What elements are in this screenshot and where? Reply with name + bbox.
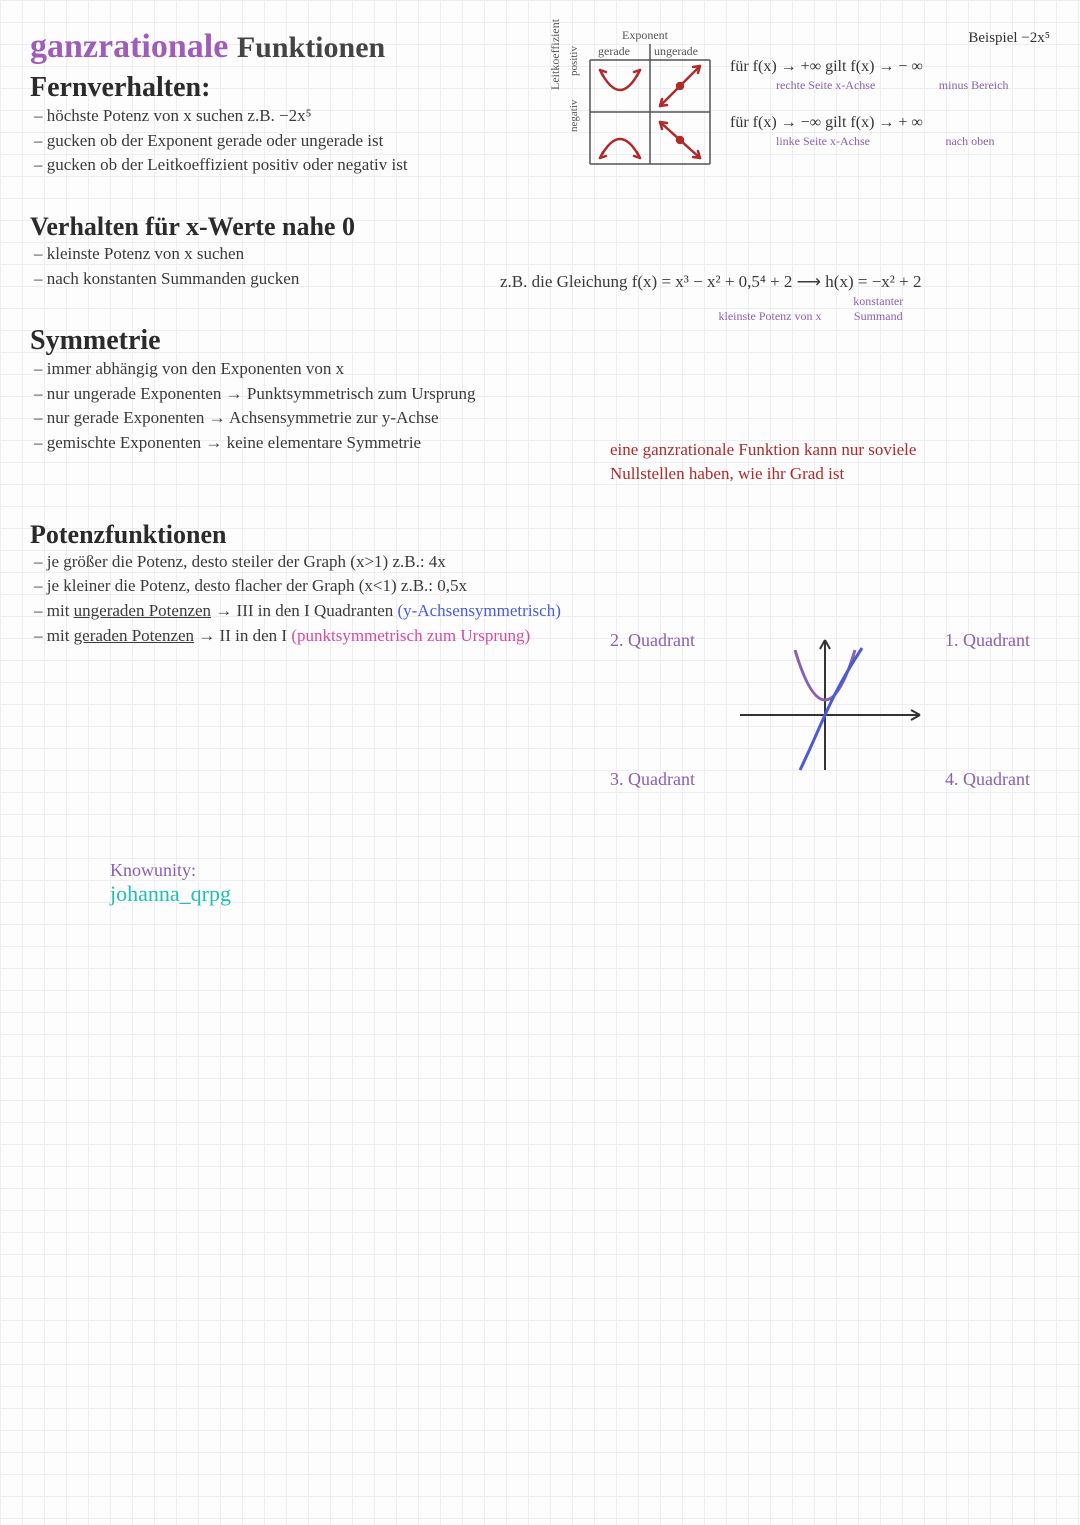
credit-block: Knowunity: johanna_qrpg [110,860,231,907]
rule2-a2: nach oben [945,134,994,148]
rule1-a2: minus Bereich [939,78,1009,92]
rule2-a1: linke Seite x-Achse [776,134,870,148]
title-part1: ganzrationale [30,28,228,65]
sym-b2: nur ungerade Exponenten → Punktsymmetris… [34,382,570,407]
n0-b2: nach konstanten Summanden gucken [34,267,570,292]
credit-l2: johanna_qrpg [110,881,231,907]
side-rules: für f(x) → +∞ gilt f(x) → − ∞ rechte Sei… [730,30,1060,152]
pz-b2: je kleiner die Potenz, desto flacher der… [34,574,630,599]
quadrant-diagram: 2. Quadrant 1. Quadrant 3. Quadrant 4. Q… [610,630,1030,790]
pz-b3u: ungeraden Potenzen [74,601,211,620]
sym-b1: immer abhängig von den Exponenten von x [34,357,570,382]
eq-annot1: kleinste Potenz von x [715,309,825,324]
potenz-heading: Potenzfunktionen [30,520,630,550]
pz-b4: mit geraden Potenzen → II in den I (punk… [34,624,630,649]
pz-b3b: → III in den I Quadranten [211,601,397,620]
section-nahe0: Verhalten für x-Werte nahe 0 kleinste Po… [30,212,570,291]
beispiel-label: Beispiel −2x⁵ [968,30,1050,47]
fv-b2: gucken ob der Exponent gerade oder unger… [34,129,570,154]
eq-annot2: konstanter Summand [833,294,923,324]
exponent-sign-table: Exponent gerade ungerade Leitkoeffizient… [560,30,720,170]
pz-b3: mit ungeraden Potenzen → III in den I Qu… [34,599,630,624]
credit-l1: Knowunity: [110,860,231,881]
fernverhalten-heading: Fernverhalten: [30,72,570,104]
fv-b1: höchste Potenz von x suchen z.B. −2x⁵ [34,104,570,129]
table-svg [560,30,720,170]
quadrant-svg [610,630,1030,790]
sym-red-2: Nullstellen haben, wie ihr Grad ist [610,462,1050,486]
nahe0-equation: z.B. die Gleichung f(x) = x³ − x² + 0,5⁴… [500,272,1060,325]
eq-text: z.B. die Gleichung f(x) = x³ − x² + 0,5⁴… [500,272,1060,292]
pz-b1: je größer die Potenz, desto steiler der … [34,550,630,575]
n0-b1: kleinste Potenz von x suchen [34,242,570,267]
title-part2: Funktionen [237,31,385,64]
pz-b4a: mit [47,626,74,645]
section-fernverhalten: Fernverhalten: höchste Potenz von x such… [30,72,570,178]
section-symmetrie: Symmetrie immer abhängig von den Exponen… [30,325,570,456]
rule2: für f(x) → −∞ gilt f(x) → + ∞ [730,114,1060,132]
fernverhalten-bullets: höchste Potenz von x suchen z.B. −2x⁵ gu… [34,104,570,178]
pz-b4u: geraden Potenzen [74,626,194,645]
rule1: für f(x) → +∞ gilt f(x) → − ∞ [730,58,1060,76]
sym-b4: gemischte Exponenten → keine elementare … [34,431,570,456]
section-potenz: Potenzfunktionen je größer die Potenz, d… [30,520,630,649]
sym-heading: Symmetrie [30,325,570,357]
sym-bullets: immer abhängig von den Exponenten von x … [34,357,570,456]
symmetrie-red-note: eine ganzrationale Funktion kann nur sov… [610,438,1050,486]
page: ganzrationale Funktionen Fernverhalten: … [0,0,1080,1525]
rule1-a1: rechte Seite x-Achse [776,78,875,92]
nahe0-heading: Verhalten für x-Werte nahe 0 [30,212,570,242]
pz-b3a: mit [47,601,74,620]
fv-b3: gucken ob der Leitkoeffizient positiv od… [34,153,570,178]
sym-b3: nur gerade Exponenten → Achsensymmetrie … [34,406,570,431]
sym-red-1: eine ganzrationale Funktion kann nur sov… [610,438,1050,462]
nahe0-bullets: kleinste Potenz von x suchen nach konsta… [34,242,570,291]
pz-b4b: → II in den I [194,626,291,645]
potenz-bullets: je größer die Potenz, desto steiler der … [34,550,630,649]
topright-block: Beispiel −2x⁵ Exponent gerade ungerade L… [560,30,1060,170]
pz-b3c: (y-Achsensymmetrisch) [398,601,561,620]
pz-b4c: (punktsymmetrisch zum Ursprung) [291,626,530,645]
